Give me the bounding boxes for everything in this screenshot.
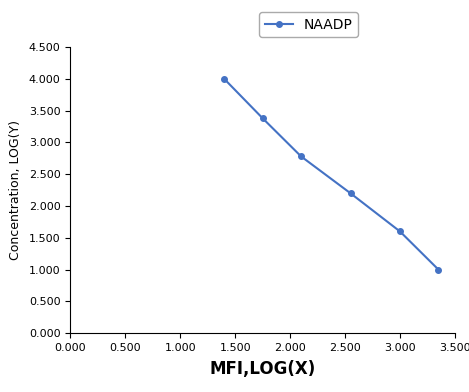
NAADP (397, 229, 403, 234)
NAADP (260, 116, 265, 121)
NAADP (298, 154, 304, 159)
NAADP (436, 267, 441, 272)
Y-axis label: Concentration, LOG(Y): Concentration, LOG(Y) (9, 120, 22, 260)
Line: NAADP: NAADP (221, 76, 441, 272)
X-axis label: MFI,LOG(X): MFI,LOG(X) (210, 360, 316, 378)
Legend: NAADP: NAADP (259, 12, 358, 37)
NAADP (348, 191, 353, 196)
NAADP (221, 76, 227, 81)
